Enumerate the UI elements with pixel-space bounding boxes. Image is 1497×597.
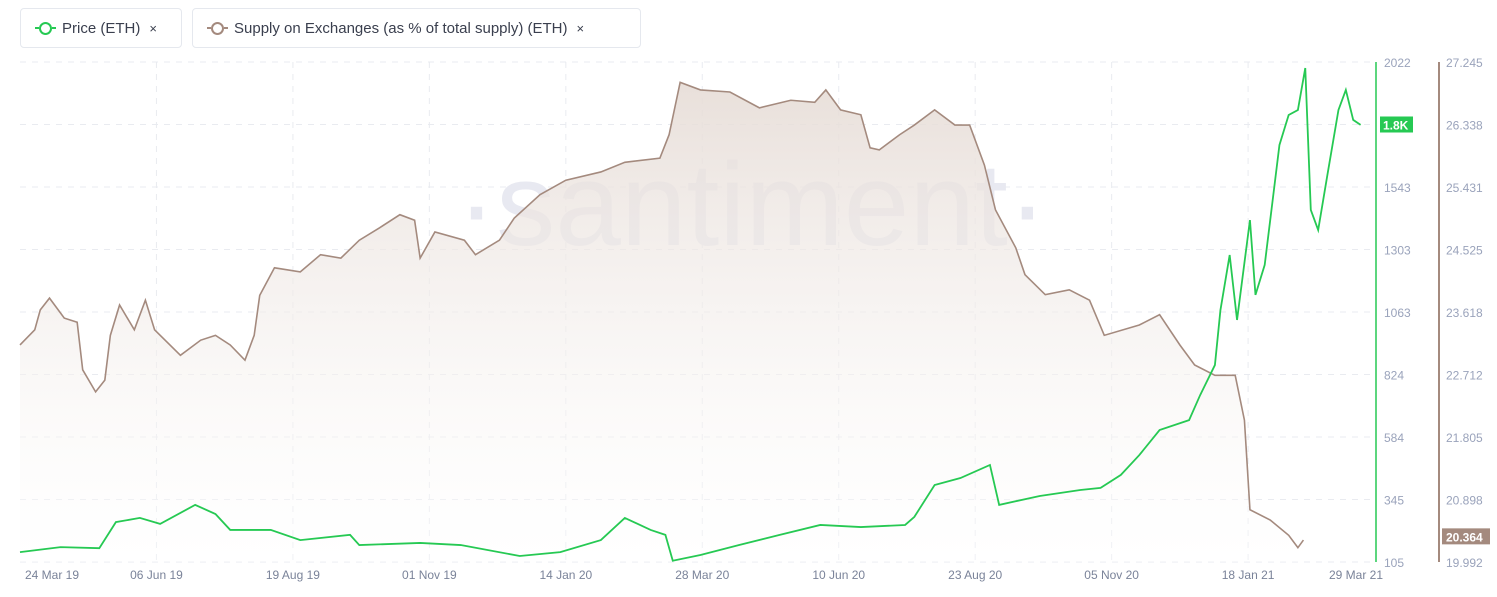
price-last-value: 1.8K (1383, 119, 1409, 133)
price-y-tick-label: 2022 (1384, 56, 1411, 70)
price-y-tick-label: 584 (1384, 431, 1404, 445)
price-y-tick-label: 1063 (1384, 306, 1411, 320)
supply-area (20, 82, 1304, 562)
close-icon[interactable]: × (576, 20, 585, 36)
supply-y-tick-label: 25.431 (1446, 181, 1483, 195)
legend-label: Price (ETH) (62, 19, 141, 37)
x-tick-label: 23 Aug 20 (948, 568, 1002, 582)
supply-last-value-badge (1442, 528, 1490, 545)
x-tick-label: 06 Jun 19 (130, 568, 183, 582)
supply-last-value: 20.364 (1446, 530, 1483, 544)
supply-y-tick-label: 20.898 (1446, 494, 1483, 508)
supply-y-tick-label: 21.805 (1446, 431, 1483, 445)
price-y-tick-label: 1303 (1384, 244, 1411, 258)
supply-y-tick-label: 19.992 (1446, 556, 1483, 570)
x-tick-label: 18 Jan 21 (1222, 568, 1275, 582)
x-tick-label: 05 Nov 20 (1084, 568, 1139, 582)
supply-y-tick-label: 23.618 (1446, 306, 1483, 320)
x-tick-label: 19 Aug 19 (266, 568, 320, 582)
price-line (19, 67, 1362, 562)
supply-y-tick-label: 22.712 (1446, 369, 1483, 383)
x-tick-label: 28 Mar 20 (675, 568, 729, 582)
x-tick-label: 14 Jan 20 (539, 568, 592, 582)
x-tick-label: 29 Mar 21 (1329, 568, 1383, 582)
line-marker-icon (35, 21, 56, 35)
supply-y-tick-label: 27.245 (1446, 56, 1483, 70)
price-y-tick-label: 824 (1384, 369, 1404, 383)
legend-item-price[interactable]: Price (ETH) × (20, 8, 182, 48)
supply-y-tick-label: 26.338 (1446, 119, 1483, 133)
supply-y-tick-label: 24.525 (1446, 244, 1483, 258)
price-last-value-badge (1380, 116, 1413, 133)
price-y-tick-label: 345 (1384, 494, 1404, 508)
price-y-tick-label: 105 (1384, 556, 1404, 570)
line-marker-icon (207, 21, 228, 35)
price-y-tick-label: 1543 (1384, 181, 1411, 195)
x-tick-label: 24 Mar 19 (25, 568, 79, 582)
legend-item-supply[interactable]: Supply on Exchanges (as % of total suppl… (192, 8, 641, 48)
supply-line (19, 81, 1305, 550)
close-icon[interactable]: × (149, 20, 157, 36)
x-tick-label: 10 Jun 20 (812, 568, 865, 582)
legend-label: Supply on Exchanges (as % of total suppl… (234, 19, 568, 37)
x-tick-label: 01 Nov 19 (402, 568, 457, 582)
